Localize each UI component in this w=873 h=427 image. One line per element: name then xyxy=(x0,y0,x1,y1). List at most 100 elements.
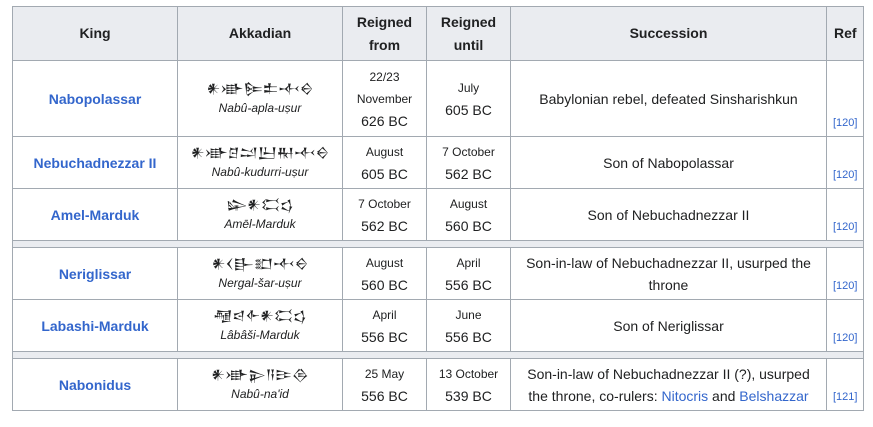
reigned-until-cell: 7 October 562 BC xyxy=(426,136,511,189)
from-day: 25 May xyxy=(364,366,405,381)
ref-link[interactable]: [121] xyxy=(833,390,858,403)
ref-cell: [120] xyxy=(825,299,865,352)
succession-line1: Son-in-law of Nebuchadnezzar II, usurped… xyxy=(526,254,811,271)
kings-table: King Akkadian Reigned from Reigned until S… xyxy=(11,6,865,411)
header-ref: Ref xyxy=(825,6,865,61)
king-link-nebuchadnezzar-ii[interactable]: Nebuchadnezzar II xyxy=(33,154,157,171)
separator-cell xyxy=(11,240,865,248)
header-reigned-until: Reigned until xyxy=(426,6,511,61)
king-link-labashi-marduk[interactable]: Labashi-Marduk xyxy=(41,317,149,334)
from-year: 562 BC xyxy=(361,217,408,234)
until-year: 556 BC xyxy=(445,328,492,345)
until-day: June xyxy=(455,307,482,322)
until-year: 539 BC xyxy=(445,387,492,404)
reigned-until-cell: July 605 BC xyxy=(426,60,511,137)
table-row: Nabonidus 𒀭𒀝𒉌𒀀𒄿𒁲 Nabû-na'id 25 May 556 B… xyxy=(12,358,865,411)
ref-cell: [121] xyxy=(825,358,865,411)
ref-link[interactable]: [120] xyxy=(833,220,858,233)
king-link-nabopolassar[interactable]: Nabopolassar xyxy=(48,90,142,107)
ref-cell: [120] xyxy=(825,188,865,241)
transliteration: Lâbâši-Marduk xyxy=(220,327,300,342)
akkadian-cell: 𒆷𒁀𒅆𒀭𒀫𒌓 Lâbâši-Marduk xyxy=(177,299,343,352)
from-day: 7 October xyxy=(358,196,411,211)
from-day: August xyxy=(365,255,404,270)
from-year: 556 BC xyxy=(361,328,408,345)
table-row: Amel-Marduk 𒇽𒀭𒀫𒌓 Amēl-Marduk 7 October 5… xyxy=(12,188,865,241)
transliteration: Nabû-na'id xyxy=(231,386,289,401)
succession-cell: Son of Nabopolassar xyxy=(510,136,827,189)
king-cell: Neriglissar xyxy=(12,247,178,300)
akkadian-cell: 𒀭𒀝𒉌𒀀𒄿𒁲 Nabû-na'id xyxy=(177,358,343,411)
succession-cell: Son of Neriglissar xyxy=(510,299,827,352)
cuneiform-text: 𒇽𒀭𒀫𒌓 xyxy=(226,197,294,213)
reigned-until-cell: April 556 BC xyxy=(426,247,511,300)
from-year: 605 BC xyxy=(361,165,408,182)
succession-and: and xyxy=(712,387,736,404)
succession-cell: Babylonian rebel, defeated Sinsharishkun xyxy=(510,60,827,137)
from-day: 22/23 xyxy=(369,69,400,84)
ref-cell: [120] xyxy=(825,136,865,189)
akkadian-cell: 𒀭𒌋𒃲𒊬𒋾𒀪 Nergal-šar-uṣur xyxy=(177,247,343,300)
ref-link[interactable]: [120] xyxy=(833,331,858,344)
header-king: King xyxy=(12,6,178,61)
table-row: Nabopolassar 𒀭𒀝𒌉𒉺𒋾𒀪 Nabû-apla-uṣur 22/23… xyxy=(12,60,865,137)
akkadian-cell: 𒀭𒀝𒌉𒉺𒋾𒀪 Nabû-apla-uṣur xyxy=(177,60,343,137)
ref-link[interactable]: [120] xyxy=(833,279,858,292)
transliteration: Amēl-Marduk xyxy=(224,216,296,231)
succession-line1: Son-in-law of Nebuchadnezzar II (?), usu… xyxy=(527,365,810,382)
from-day: August xyxy=(365,144,404,159)
king-cell: Labashi-Marduk xyxy=(12,299,178,352)
succession-line2: throne xyxy=(648,276,689,293)
transliteration: Nabû-apla-uṣur xyxy=(218,100,302,115)
king-cell: Nabonidus xyxy=(12,358,178,411)
from-month: November xyxy=(356,91,413,106)
king-cell: Amel-Marduk xyxy=(12,188,178,241)
until-day: July xyxy=(457,80,480,95)
ref-link[interactable]: [120] xyxy=(833,116,858,129)
reigned-until-cell: August 560 BC xyxy=(426,188,511,241)
belshazzar-link[interactable]: Belshazzar xyxy=(739,387,809,404)
until-day: August xyxy=(449,196,488,211)
akkadian-cell: 𒀭𒀝𒆪𒁺𒌨𒊑𒋾𒀪 Nabû-kudurri-uṣur xyxy=(177,136,343,189)
header-succession: Succession xyxy=(510,6,827,61)
dynasty-separator xyxy=(11,351,865,359)
reigned-from-cell: 22/23 November 626 BC xyxy=(342,60,427,137)
table-row: Neriglissar 𒀭𒌋𒃲𒊬𒋾𒀪 Nergal-šar-uṣur Augus… xyxy=(12,247,865,300)
header-reigned-until-line1: Reigned xyxy=(440,13,497,30)
nitocris-link[interactable]: Nitocris xyxy=(661,387,709,404)
from-year: 560 BC xyxy=(361,276,408,293)
succession-cell: Son-in-law of Nebuchadnezzar II (?), usu… xyxy=(510,358,827,411)
until-year: 562 BC xyxy=(445,165,492,182)
ref-cell: [120] xyxy=(825,247,865,300)
from-day: April xyxy=(372,307,397,322)
ref-cell: [120] xyxy=(825,60,865,137)
cuneiform-text: 𒀭𒀝𒉌𒀀𒄿𒁲 xyxy=(211,367,309,383)
cuneiform-text: 𒀭𒌋𒃲𒊬𒋾𒀪 xyxy=(211,256,309,272)
table-header-row: King Akkadian Reigned from Reigned until S… xyxy=(12,6,865,61)
header-reigned-from-line1: Reigned xyxy=(356,13,413,30)
transliteration: Nabû-kudurri-uṣur xyxy=(211,164,309,179)
reigned-from-cell: August 605 BC xyxy=(342,136,427,189)
king-link-nabonidus[interactable]: Nabonidus xyxy=(58,376,132,393)
from-year: 626 BC xyxy=(361,112,408,129)
ref-link[interactable]: [120] xyxy=(833,168,858,181)
from-year: 556 BC xyxy=(361,387,408,404)
table-row: Nebuchadnezzar II 𒀭𒀝𒆪𒁺𒌨𒊑𒋾𒀪 Nabû-kudurri-… xyxy=(12,136,865,189)
header-reigned-until-line2: until xyxy=(453,36,484,53)
reigned-from-cell: August 560 BC xyxy=(342,247,427,300)
reigned-until-cell: June 556 BC xyxy=(426,299,511,352)
table-row: Labashi-Marduk 𒆷𒁀𒅆𒀭𒀫𒌓 Lâbâši-Marduk Apri… xyxy=(12,299,865,352)
king-link-neriglissar[interactable]: Neriglissar xyxy=(58,265,132,282)
dynasty-separator xyxy=(11,240,865,248)
cuneiform-text: 𒀭𒀝𒆪𒁺𒌨𒊑𒋾𒀪 xyxy=(190,145,330,161)
king-link-amel-marduk[interactable]: Amel-Marduk xyxy=(50,206,140,223)
separator-cell xyxy=(11,351,865,359)
transliteration: Nergal-šar-uṣur xyxy=(218,275,302,290)
header-reigned-from: Reigned from xyxy=(342,6,427,61)
header-reigned-from-line2: from xyxy=(368,36,401,53)
until-day: 13 October xyxy=(438,366,499,381)
reigned-until-cell: 13 October 539 BC xyxy=(426,358,511,411)
reigned-from-cell: 25 May 556 BC xyxy=(342,358,427,411)
succession-cell: Son of Nebuchadnezzar II xyxy=(510,188,827,241)
cuneiform-text: 𒀭𒀝𒌉𒉺𒋾𒀪 xyxy=(206,81,314,97)
